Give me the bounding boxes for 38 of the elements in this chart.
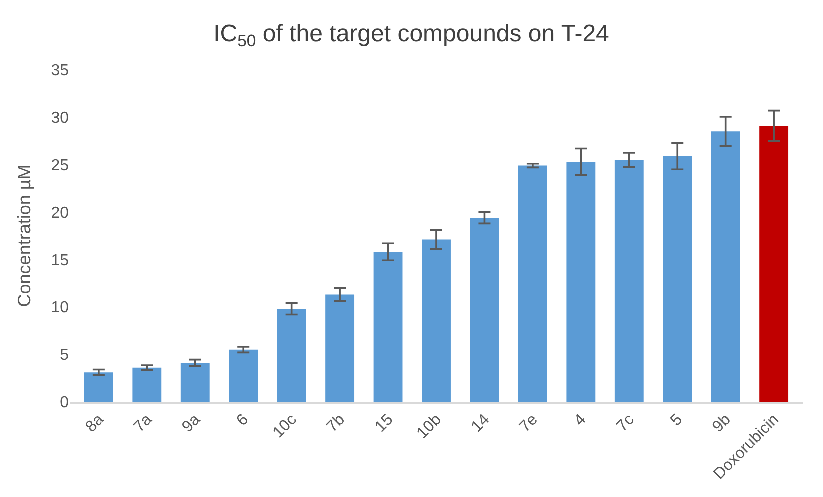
y-tick-label: 10 — [51, 300, 70, 317]
bar — [470, 218, 500, 402]
chart-title: IC$_{50}$ of the target compounds on T-24 — [214, 20, 610, 51]
bar — [518, 166, 548, 402]
x-tick-label: 10c — [270, 411, 300, 442]
y-tick-label: 15 — [51, 252, 70, 270]
x-tick-label: 6 — [234, 411, 252, 430]
x-tick-label: 8a — [82, 411, 108, 436]
bar — [84, 372, 114, 402]
bar — [229, 350, 258, 402]
y-tick-label: 25 — [51, 157, 70, 174]
bar — [132, 368, 162, 402]
bar — [663, 156, 692, 402]
bar — [711, 132, 740, 402]
x-tick-label: 4 — [571, 411, 590, 430]
y-tick-label: 30 — [51, 110, 70, 128]
bar — [326, 294, 355, 402]
x-tick-label: 14 — [468, 411, 494, 436]
bar — [180, 363, 210, 402]
y-tick-label: 20 — [51, 204, 70, 222]
y-axis-title: Concentration µM — [14, 164, 34, 308]
y-tick-label: 35 — [51, 62, 70, 80]
bar — [277, 309, 306, 402]
bar — [374, 252, 403, 402]
x-tick-label: 10b — [414, 411, 446, 442]
x-tick-label: 7b — [324, 411, 349, 436]
y-tick-label: 5 — [60, 347, 70, 364]
y-tick-label: 0 — [60, 394, 70, 412]
x-tick-label: 15 — [372, 411, 397, 436]
bar — [614, 160, 644, 402]
bar — [422, 240, 451, 402]
x-tick-label: 7e — [516, 411, 542, 436]
bar — [760, 126, 789, 402]
x-tick-label: 5 — [668, 411, 686, 430]
x-tick-label: 9a — [179, 411, 204, 436]
x-tick-label: 7c — [614, 411, 638, 436]
bar — [566, 162, 596, 402]
x-tick-label: 7a — [131, 411, 156, 436]
